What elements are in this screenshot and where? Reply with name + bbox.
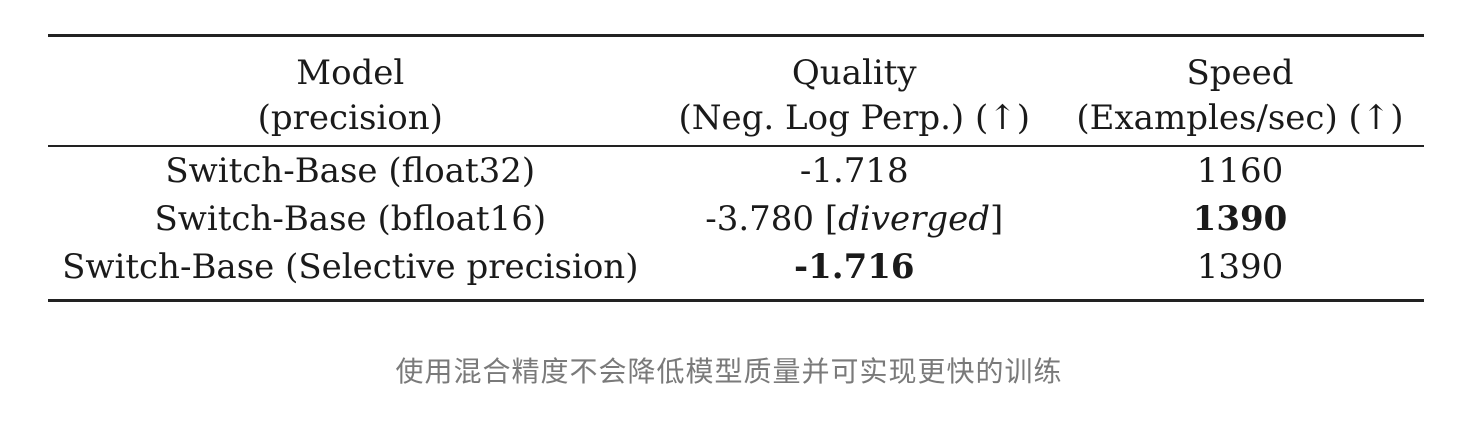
cell-model: Switch-Base (float32) — [165, 151, 536, 191]
cell-speed: 1160 — [1196, 151, 1284, 191]
results-table: Model Quality Speed (precision) (Neg. Lo… — [48, 34, 1424, 302]
header-speed: Speed — [1055, 34, 1424, 95]
cell-speed: 1390 — [1055, 243, 1424, 302]
header-speed-sub: (Examples/sec) (↑) — [1055, 95, 1424, 147]
results-table-container: Model Quality Speed (precision) (Neg. Lo… — [48, 34, 1424, 302]
table-body: Switch-Base (float32) -1.718 1160 Switch… — [48, 146, 1424, 302]
header-quality: Quality — [652, 34, 1056, 95]
table-caption: 使用混合精度不会降低模型质量并可实现更快的训练 — [395, 355, 1063, 388]
quality-value: -3.780 — [705, 199, 815, 239]
cell-quality: -1.718 — [799, 151, 909, 191]
table-row: Switch-Base (float32) -1.718 1160 — [48, 146, 1424, 195]
header-model-sub: (precision) — [48, 95, 653, 147]
cell-quality: -3.780 [diverged] — [705, 199, 1004, 239]
cell-model: Switch-Base (Selective precision) — [48, 243, 653, 302]
cell-model: Switch-Base (bfloat16) — [154, 199, 547, 239]
header-row-1: Model Quality Speed — [48, 34, 1424, 95]
header-model: Model — [48, 34, 653, 95]
table-header: Model Quality Speed (precision) (Neg. Lo… — [48, 34, 1424, 147]
cell-speed-best: 1390 — [1192, 199, 1288, 239]
table-row: Switch-Base (bfloat16) -3.780 [diverged]… — [48, 195, 1424, 243]
cell-quality-best: -1.716 — [652, 243, 1056, 302]
header-row-2: (precision) (Neg. Log Perp.) (↑) (Exampl… — [48, 95, 1424, 147]
table-row: Switch-Base (Selective precision) -1.716… — [48, 243, 1424, 302]
header-quality-sub: (Neg. Log Perp.) (↑) — [652, 95, 1056, 147]
quality-note: diverged — [838, 199, 991, 239]
